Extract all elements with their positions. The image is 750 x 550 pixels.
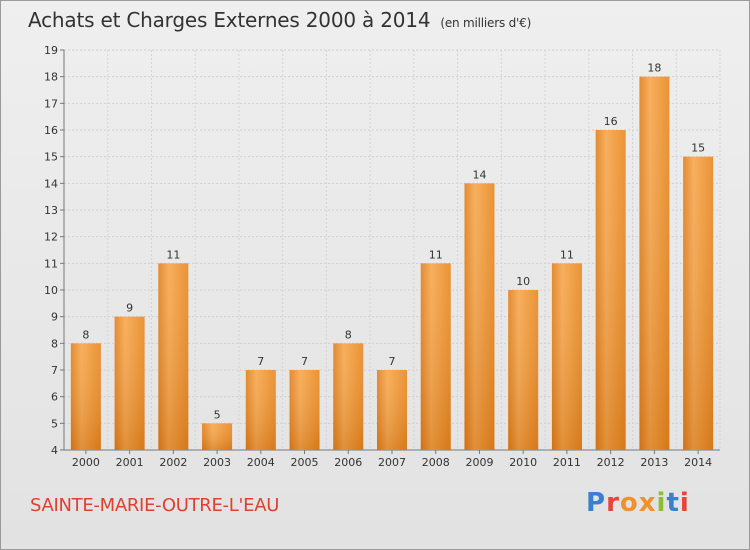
bar-value-label: 15 xyxy=(691,142,705,155)
y-tick-label: 17 xyxy=(44,97,58,110)
bar-value-label: 18 xyxy=(647,62,661,75)
chart-title: Achats et Charges Externes 2000 à 2014 (e… xyxy=(28,8,531,32)
bar-value-label: 11 xyxy=(166,248,180,261)
bar-shade xyxy=(202,423,233,450)
bar-shade xyxy=(551,263,582,450)
bar-shade xyxy=(508,290,539,450)
bar-shade xyxy=(70,343,101,450)
x-tick-label: 2009 xyxy=(465,456,493,469)
x-tick-label: 2010 xyxy=(509,456,537,469)
x-tick-label: 2005 xyxy=(291,456,319,469)
y-tick-label: 12 xyxy=(44,231,58,244)
y-tick-label: 9 xyxy=(51,311,58,324)
logo-letter: i xyxy=(656,488,667,518)
bar-value-label: 11 xyxy=(560,248,574,261)
x-tick-label: 2012 xyxy=(597,456,625,469)
logo-letter: o xyxy=(619,488,639,518)
bar-value-label: 16 xyxy=(604,115,618,128)
y-tick-label: 4 xyxy=(51,444,58,457)
bar-shade xyxy=(464,183,495,451)
x-tick-label: 2008 xyxy=(422,456,450,469)
logo-letter: x xyxy=(638,488,657,518)
value-labels: 8 9 11 5 7 7 8 7 11 14 10 11 16 18 15 xyxy=(82,62,705,422)
x-tick-label: 2003 xyxy=(203,456,231,469)
bar-value-label: 10 xyxy=(516,275,530,288)
bar-value-label: 14 xyxy=(472,168,486,181)
y-tick-label: 14 xyxy=(44,177,58,190)
chart-unit: (en milliers d'€) xyxy=(440,16,532,30)
bar-value-label: 7 xyxy=(257,355,264,368)
y-tick-labels: 4 5 6 7 8 9 10 11 12 13 14 15 16 17 18 19 xyxy=(44,44,58,457)
bar-shade xyxy=(595,130,626,450)
x-tick-label: 2007 xyxy=(378,456,406,469)
bar-shade xyxy=(683,156,714,450)
x-tick-label: 2006 xyxy=(334,456,362,469)
y-tick-label: 11 xyxy=(44,257,58,270)
y-tick-label: 5 xyxy=(51,417,58,430)
x-tick-label: 2011 xyxy=(553,456,581,469)
x-tick-label: 2014 xyxy=(684,456,712,469)
bar-value-label: 7 xyxy=(389,355,396,368)
logo-letter: i xyxy=(679,488,690,518)
x-tick-labels: 2000 2001 2002 2003 2004 2005 2006 2007 2008 2009… xyxy=(72,456,712,469)
bar-value-label: 5 xyxy=(214,408,221,421)
logo-letter: P xyxy=(586,488,607,518)
y-tick-label: 16 xyxy=(44,124,58,137)
bar-value-label: 11 xyxy=(429,248,443,261)
logo-letter: r xyxy=(606,488,620,518)
bar-value-label: 8 xyxy=(345,328,352,341)
bar-shade xyxy=(289,370,320,450)
x-tick-label: 2004 xyxy=(247,456,275,469)
y-tick-label: 13 xyxy=(44,204,58,217)
x-tick-label: 2001 xyxy=(116,456,144,469)
x-tick-label: 2000 xyxy=(72,456,100,469)
bar-shade xyxy=(245,370,276,450)
bar-value-label: 8 xyxy=(82,328,89,341)
bar-value-label: 9 xyxy=(126,302,133,315)
bar-shade xyxy=(377,370,407,450)
y-tick-label: 8 xyxy=(51,337,58,350)
bar-shade xyxy=(333,343,364,450)
bar-shade xyxy=(639,76,670,451)
y-tick-label: 7 xyxy=(51,364,58,377)
chart-title-text: Achats et Charges Externes 2000 à 2014 xyxy=(28,8,431,32)
bars xyxy=(70,76,714,451)
y-tick-label: 15 xyxy=(44,151,58,164)
bar-shade xyxy=(420,263,451,450)
x-tick-label: 2002 xyxy=(159,456,187,469)
y-tick-label: 10 xyxy=(44,284,58,297)
proxiti-logo: Proxiti xyxy=(586,488,690,518)
bar-shade xyxy=(158,263,189,450)
bar-value-label: 7 xyxy=(301,355,308,368)
logo-letter: t xyxy=(666,488,680,518)
x-tick-label: 2013 xyxy=(640,456,668,469)
y-tick-label: 18 xyxy=(44,71,58,84)
y-tick-label: 6 xyxy=(51,391,58,404)
place-name: SAINTE-MARIE-OUTRE-L'EAU xyxy=(30,495,280,516)
bar-shade xyxy=(114,316,145,450)
y-tick-label: 19 xyxy=(44,44,58,57)
